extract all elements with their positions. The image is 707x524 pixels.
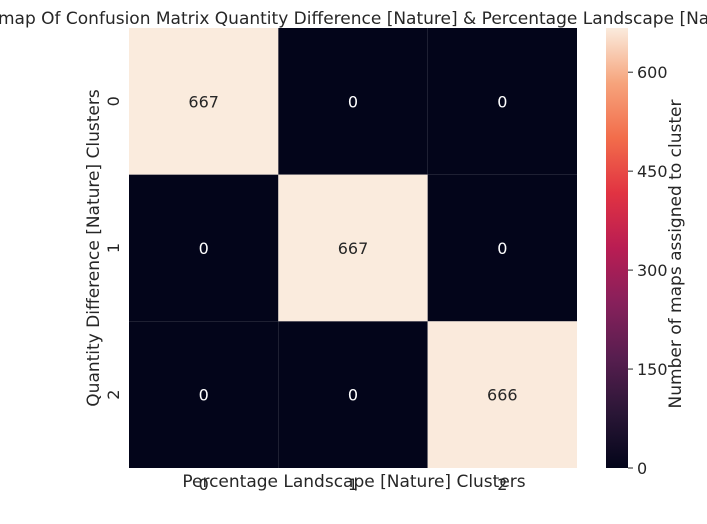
heatmap-cell-2-2 bbox=[427, 321, 577, 468]
cell-value-label-2-0: 0 bbox=[199, 386, 209, 405]
y-axis-ticks: 0 1 2 bbox=[104, 96, 123, 400]
heatmap-cell-0-1 bbox=[278, 28, 428, 175]
cell-value-label-1-0: 0 bbox=[199, 239, 209, 258]
x-axis-label: Percentage Landscape [Nature] Clusters bbox=[182, 472, 525, 492]
colorbar-tick-label: 150 bbox=[637, 360, 668, 379]
cell-value-label-0-0: 667 bbox=[188, 92, 219, 111]
y-tick-label: 2 bbox=[104, 390, 123, 400]
x-axis-ticks: 0 1 2 bbox=[199, 475, 508, 494]
chart-title: Heatmap Of Confusion Matrix Quantity Dif… bbox=[0, 9, 707, 29]
heatmap-cell-1-1 bbox=[278, 174, 428, 322]
heatmap-cell-1-2 bbox=[427, 174, 577, 322]
x-tick-label: 1 bbox=[348, 475, 358, 494]
x-tick-label: 2 bbox=[497, 475, 507, 494]
y-axis-label: Quantity Difference [Nature] Clusters bbox=[84, 89, 104, 407]
cell-value-label-0-1: 0 bbox=[348, 92, 358, 111]
cell-value-label-0-2: 0 bbox=[497, 92, 507, 111]
colorbar bbox=[606, 28, 628, 468]
cell-value-label-2-2: 666 bbox=[487, 386, 518, 405]
heatmap-cell-0-2 bbox=[427, 28, 577, 175]
heatmap-cell-1-0 bbox=[129, 174, 279, 322]
y-tick-label: 0 bbox=[104, 96, 123, 106]
heatmap-cells: 667 0 0 0 667 0 0 0 666 bbox=[129, 28, 577, 468]
heatmap-cell-0-0 bbox=[129, 28, 279, 175]
heatmap-cell-2-1 bbox=[278, 321, 428, 468]
cell-value-label-2-1: 0 bbox=[348, 386, 358, 405]
colorbar-label: Number of maps assigned to cluster bbox=[666, 100, 686, 409]
cell-value-label-1-2: 0 bbox=[497, 239, 507, 258]
x-tick-label: 0 bbox=[199, 475, 209, 494]
cell-value-label-1-1: 667 bbox=[338, 239, 369, 258]
y-tick-label: 1 bbox=[104, 243, 123, 253]
colorbar-tick-label: 0 bbox=[637, 459, 647, 478]
heatmap-cell-2-0 bbox=[129, 321, 279, 468]
colorbar-tick-label: 600 bbox=[637, 63, 668, 82]
colorbar-ticks: 0 150 300 450 600 bbox=[628, 63, 668, 478]
colorbar-tick-label: 300 bbox=[637, 261, 668, 280]
colorbar-tick-label: 450 bbox=[637, 162, 668, 181]
